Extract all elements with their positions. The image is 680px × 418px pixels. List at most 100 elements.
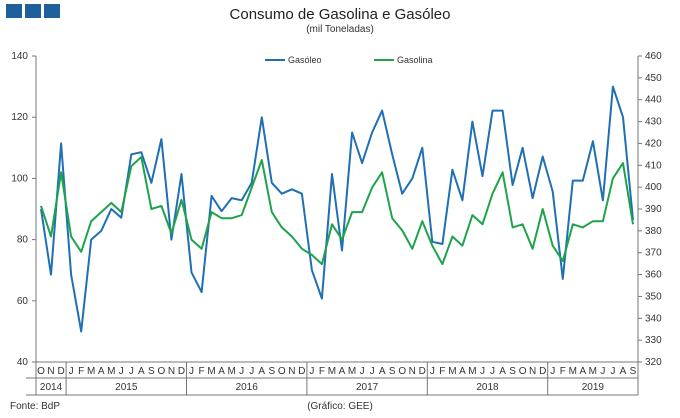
logo-square — [6, 4, 22, 18]
year-label: 2018 — [476, 382, 499, 393]
left-tick-label: 140 — [11, 51, 28, 62]
month-label: M — [468, 366, 476, 377]
month-label: J — [610, 366, 615, 377]
left-tick-label: 60 — [17, 296, 29, 307]
month-label: J — [249, 366, 254, 377]
series-line-gasolina — [40, 156, 634, 266]
month-label: J — [550, 366, 555, 377]
chart-title: Consumo de Gasolina e Gasóleo — [229, 6, 451, 23]
month-label: S — [148, 366, 155, 377]
month-label: M — [207, 366, 215, 377]
right-tick-label: 340 — [645, 313, 662, 324]
month-label: N — [288, 366, 295, 377]
right-tick-label: 420 — [645, 138, 662, 149]
month-label: J — [189, 366, 194, 377]
month-label: A — [459, 366, 466, 377]
month-label: O — [158, 366, 166, 377]
month-label: D — [178, 366, 185, 377]
logo-square — [44, 4, 60, 18]
logo-square — [25, 4, 41, 18]
month-label: M — [87, 366, 95, 377]
month-label: F — [198, 366, 204, 377]
right-tick-label: 370 — [645, 248, 662, 259]
year-label: 2019 — [582, 382, 605, 393]
year-label: 2016 — [236, 382, 259, 393]
month-label: J — [600, 366, 605, 377]
year-label: 2017 — [356, 382, 379, 393]
month-label: J — [360, 366, 365, 377]
month-label: M — [569, 366, 577, 377]
month-label: J — [430, 366, 435, 377]
left-tick-label: 80 — [17, 235, 29, 246]
month-label: A — [258, 366, 265, 377]
month-label: A — [579, 366, 586, 377]
right-tick-label: 410 — [645, 160, 662, 171]
right-tick-label: 400 — [645, 182, 662, 193]
month-label: N — [47, 366, 54, 377]
month-label: S — [630, 366, 637, 377]
bdp-logo-squares-icon — [6, 4, 60, 18]
year-label: 2015 — [115, 382, 138, 393]
right-tick-label: 440 — [645, 95, 662, 106]
month-label: M — [348, 366, 356, 377]
right-tick-label: 450 — [645, 73, 662, 84]
month-label: D — [419, 366, 426, 377]
month-label: A — [98, 366, 105, 377]
source-note: Fonte: BdP — [10, 401, 61, 412]
month-label: M — [589, 366, 597, 377]
year-label: 2014 — [40, 382, 63, 393]
month-label: N — [168, 366, 175, 377]
right-tick-label: 460 — [645, 51, 662, 62]
chart-subtitle: (mil Toneladas) — [306, 24, 374, 35]
right-tick-label: 380 — [645, 226, 662, 237]
month-label: O — [398, 366, 406, 377]
month-label: J — [129, 366, 134, 377]
month-label: D — [298, 366, 305, 377]
month-label: M — [227, 366, 235, 377]
month-label: S — [509, 366, 516, 377]
month-label: O — [37, 366, 45, 377]
month-label: O — [519, 366, 527, 377]
month-label: J — [69, 366, 74, 377]
month-label: J — [480, 366, 485, 377]
month-label: D — [57, 366, 64, 377]
month-label: A — [138, 366, 145, 377]
left-tick-label: 40 — [17, 357, 29, 368]
month-label: A — [218, 366, 225, 377]
month-label: A — [379, 366, 386, 377]
legend-label: Gasolina — [397, 55, 433, 65]
right-tick-label: 390 — [645, 204, 662, 215]
month-label: J — [239, 366, 244, 377]
month-label: A — [499, 366, 506, 377]
right-tick-label: 350 — [645, 291, 662, 302]
month-label: A — [339, 366, 346, 377]
month-label: D — [539, 366, 546, 377]
month-label: N — [409, 366, 416, 377]
series-line-gasoleo — [40, 85, 634, 333]
month-label: S — [268, 366, 275, 377]
month-label: F — [439, 366, 445, 377]
month-label: J — [490, 366, 495, 377]
month-label: J — [370, 366, 375, 377]
month-label: J — [119, 366, 124, 377]
right-tick-label: 330 — [645, 335, 662, 346]
month-label: M — [328, 366, 336, 377]
left-tick-label: 100 — [11, 173, 28, 184]
right-tick-label: 430 — [645, 117, 662, 128]
month-label: O — [278, 366, 286, 377]
month-label: F — [560, 366, 566, 377]
legend-label: Gasóleo — [288, 55, 322, 65]
month-label: F — [319, 366, 325, 377]
month-label: A — [620, 366, 627, 377]
right-tick-label: 320 — [645, 357, 662, 368]
month-label: S — [389, 366, 396, 377]
credit-note: (Gráfico: GEE) — [307, 401, 373, 412]
month-label: F — [78, 366, 84, 377]
month-label: J — [309, 366, 314, 377]
right-tick-label: 360 — [645, 270, 662, 281]
month-label: N — [529, 366, 536, 377]
month-label: M — [448, 366, 456, 377]
month-label: M — [107, 366, 115, 377]
left-tick-label: 120 — [11, 112, 28, 123]
